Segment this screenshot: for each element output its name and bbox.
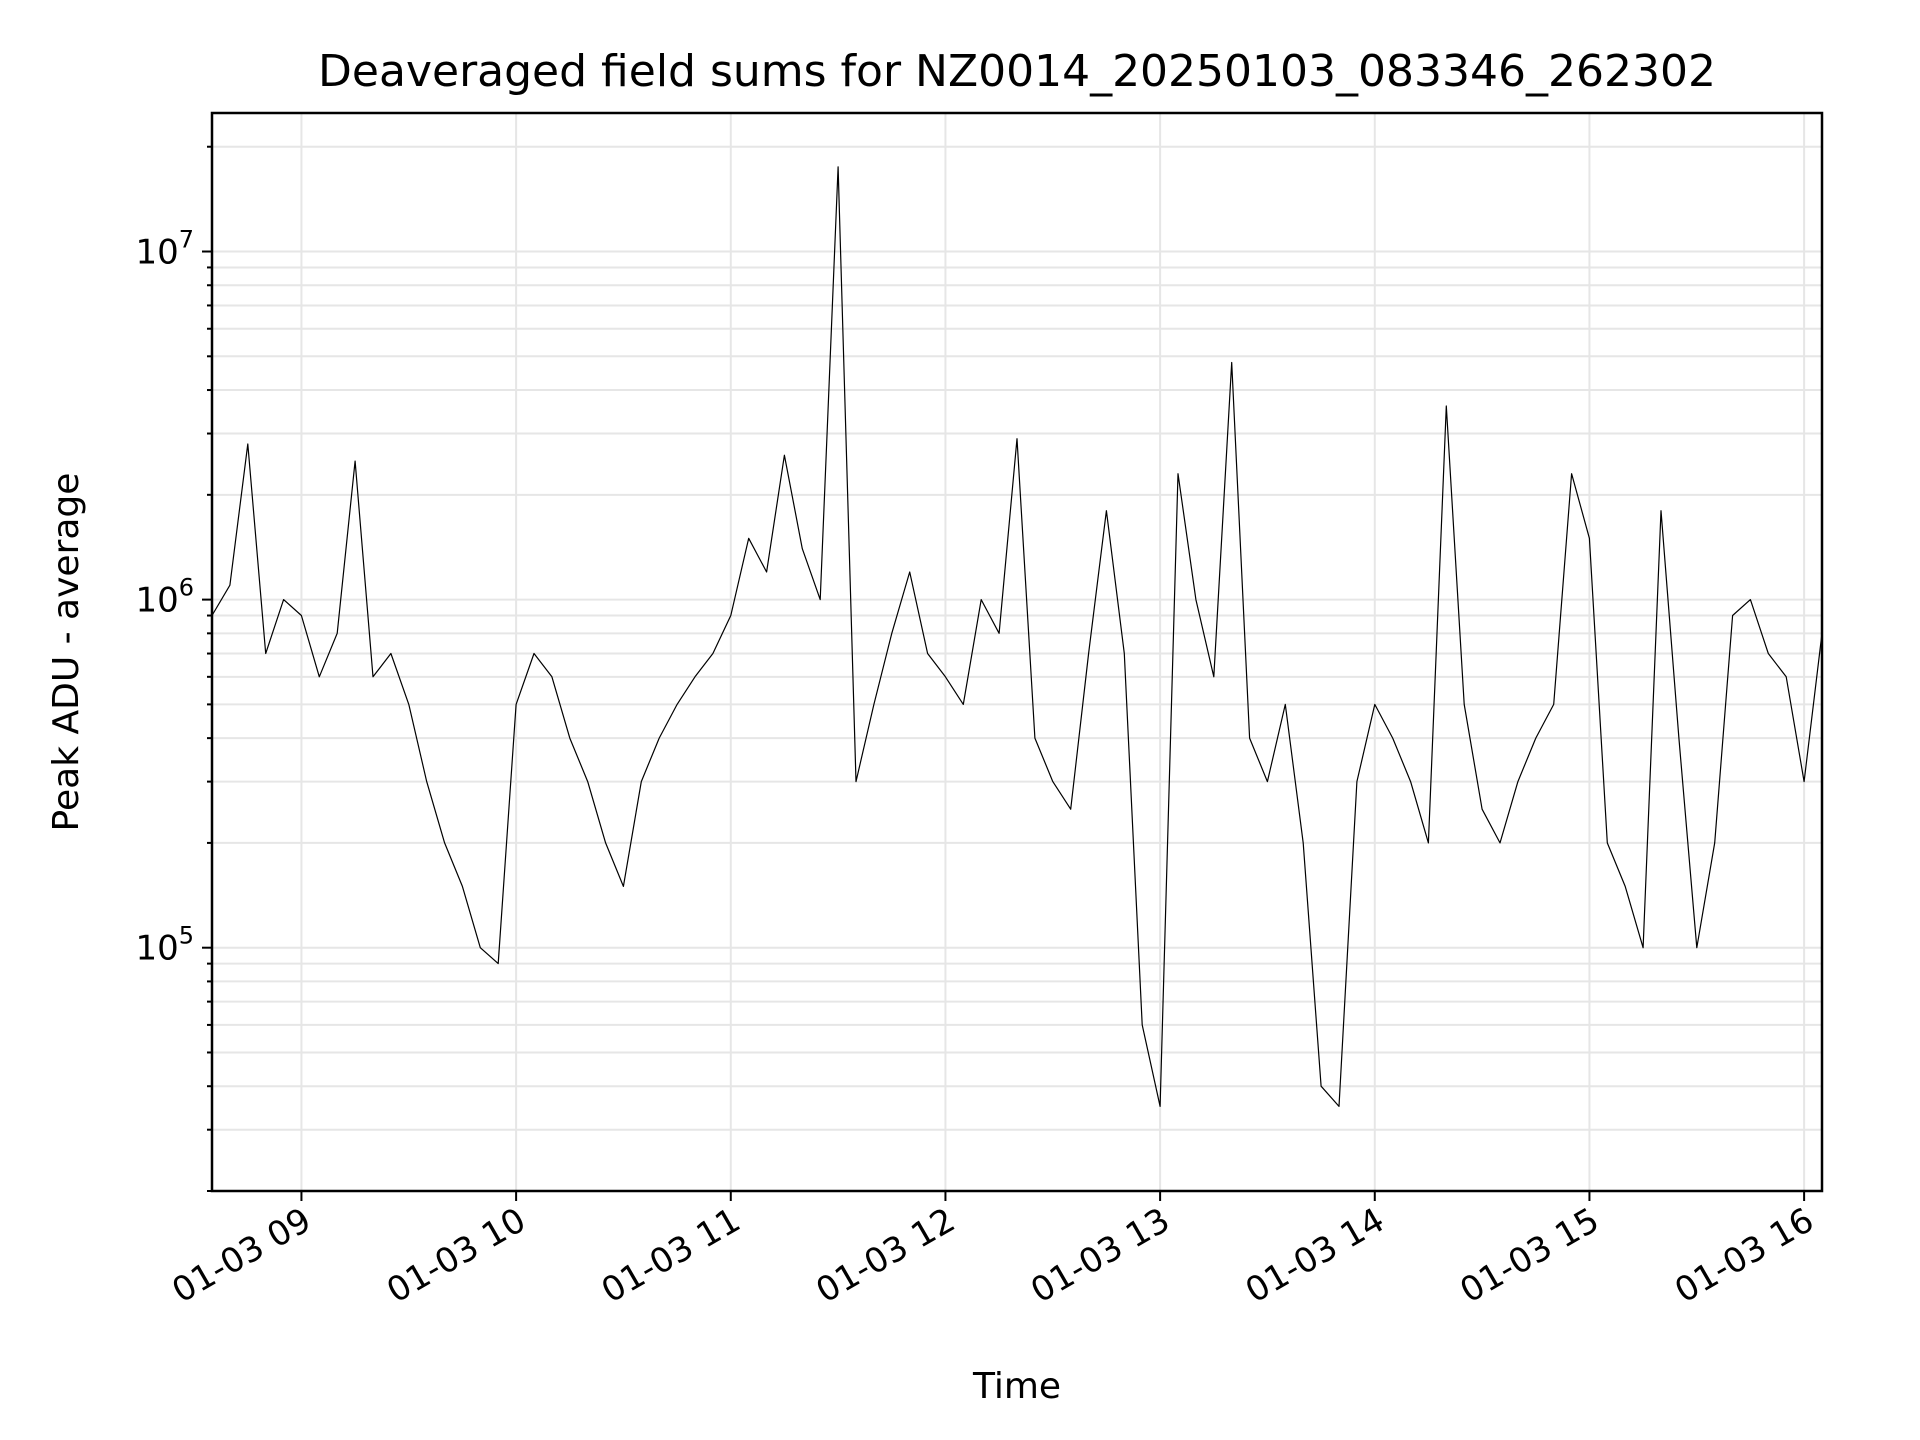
x-tick-label: 01-03 13 <box>1024 1200 1176 1311</box>
plot-frame <box>210 111 1824 1193</box>
x-tick-label: 01-03 14 <box>1239 1200 1391 1311</box>
y-axis-label: Peak ADU - average <box>46 473 87 832</box>
x-tick-label: 01-03 11 <box>595 1200 747 1311</box>
tick-layer: 01-03 09 01-03 10 01-03 11 01-03 12 01-03 13… <box>135 145 1821 1311</box>
grid-layer <box>212 113 1822 1192</box>
series-line <box>211 166 1823 1107</box>
x-tick-label: 01-03 16 <box>1668 1200 1820 1311</box>
x-tick-label: 01-03 10 <box>380 1200 532 1311</box>
y-tick-label: 105 <box>135 922 194 969</box>
y-tick-label: 107 <box>135 226 194 273</box>
y-tick-label: 106 <box>135 574 194 621</box>
x-tick-label: 01-03 12 <box>810 1200 962 1311</box>
x-axis-label: Time <box>972 1366 1061 1407</box>
x-tick-label: 01-03 15 <box>1454 1200 1606 1311</box>
x-tick-label: 01-03 09 <box>166 1200 318 1311</box>
chart-title: Deaveraged field sums for NZ0014_2025010… <box>318 46 1716 97</box>
